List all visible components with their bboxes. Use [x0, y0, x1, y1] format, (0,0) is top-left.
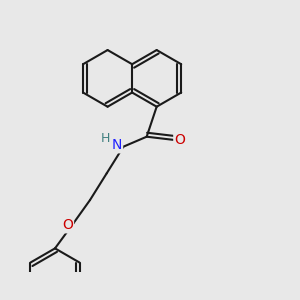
Text: O: O [62, 218, 73, 232]
Text: O: O [175, 133, 185, 147]
Text: H: H [100, 132, 110, 145]
Text: N: N [112, 138, 122, 152]
